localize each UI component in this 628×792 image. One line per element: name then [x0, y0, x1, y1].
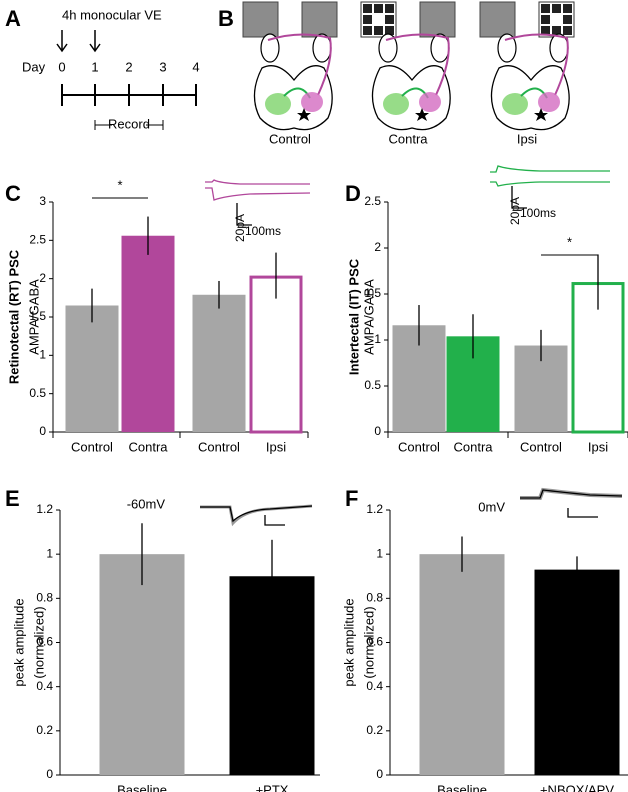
- scale-y-label: 20pA: [233, 214, 247, 242]
- day-label: 4: [192, 59, 199, 74]
- x-tick-label: +PTX: [256, 782, 289, 792]
- trace-label: -60mV: [127, 496, 166, 511]
- condition-label: Contra: [388, 131, 428, 146]
- y-tick-label: 0: [39, 424, 46, 438]
- y-tick-label: 1: [39, 348, 46, 362]
- x-tick-label: Baseline: [437, 782, 487, 792]
- record-label: Record: [108, 116, 150, 131]
- y-tick-label: 2: [374, 240, 381, 254]
- day-label: 0: [58, 59, 65, 74]
- x-tick-label: Control: [198, 439, 240, 454]
- y-tick-label: 3: [39, 194, 46, 208]
- side-label: Retinotectal (RT) PSC: [6, 249, 21, 384]
- y-axis-label: peak amplitude: [341, 598, 356, 686]
- timeline-title: 4h monocular VE: [62, 7, 162, 22]
- y-tick-label: 0.8: [366, 591, 383, 605]
- x-tick-label: +NBQX/APV: [540, 782, 614, 792]
- y-tick-label: 0.4: [36, 679, 53, 693]
- y-tick-label: 0.5: [364, 378, 381, 392]
- y-tick-label: 0.2: [366, 723, 383, 737]
- bar: [99, 554, 185, 775]
- y-tick-label: 1: [374, 332, 381, 346]
- panel-label: E: [5, 486, 20, 511]
- condition-label: Ipsi: [517, 131, 537, 146]
- bar: [192, 294, 246, 432]
- side-label: Intertectal (IT) PSC: [346, 258, 361, 375]
- y-axis-label: AMPA/GABA: [361, 279, 376, 355]
- panel-label: B: [218, 6, 234, 31]
- bar: [534, 569, 620, 775]
- y-axis-label: (normalized): [361, 606, 376, 678]
- y-axis-label: (normalized): [31, 606, 46, 678]
- bar: [65, 305, 119, 432]
- y-tick-label: 0: [376, 767, 383, 781]
- panel-label: F: [345, 486, 358, 511]
- panel-label: D: [345, 181, 361, 206]
- x-tick-label: Ipsi: [588, 439, 608, 454]
- y-tick-label: 0.4: [366, 679, 383, 693]
- y-tick-label: 1: [376, 546, 383, 560]
- bar: [419, 554, 505, 775]
- scale-x-label: 100ms: [245, 224, 281, 238]
- y-tick-label: 0: [374, 424, 381, 438]
- y-tick-label: 0.5: [29, 386, 46, 400]
- y-tick-label: 1.5: [364, 286, 381, 300]
- x-tick-label: Baseline: [117, 782, 167, 792]
- y-tick-label: 0.6: [36, 635, 53, 649]
- y-tick-label: 2.5: [29, 233, 46, 247]
- x-tick-label: Control: [71, 439, 113, 454]
- x-tick-label: Control: [398, 439, 440, 454]
- timeline-axis-label: Day: [22, 59, 46, 74]
- day-label: 3: [159, 59, 166, 74]
- y-axis-label: peak amplitude: [11, 598, 26, 686]
- y-tick-label: 1.2: [366, 502, 383, 516]
- y-tick-label: 0: [46, 767, 53, 781]
- arrows: [56, 30, 101, 53]
- y-tick-label: 0.6: [366, 635, 383, 649]
- x-tick-label: Contra: [128, 439, 168, 454]
- y-tick-label: 1: [46, 546, 53, 560]
- bar: [249, 275, 303, 434]
- sig-star: *: [117, 177, 122, 192]
- y-tick-label: 2.5: [364, 194, 381, 208]
- day-label: 2: [125, 59, 132, 74]
- y-tick-label: 2: [39, 271, 46, 285]
- y-axis-label: AMPA/GABA: [26, 279, 41, 355]
- x-tick-label: Control: [520, 439, 562, 454]
- bar: [121, 235, 175, 432]
- x-tick-label: Ipsi: [266, 439, 286, 454]
- y-tick-label: 0.8: [36, 591, 53, 605]
- trace-label: 0mV: [478, 499, 505, 514]
- panel-label: A: [5, 6, 21, 31]
- schematic: [242, 1, 575, 131]
- condition-label: Control: [269, 131, 311, 146]
- scale-y-label: 20pA: [508, 197, 522, 225]
- x-tick-label: Contra: [453, 439, 493, 454]
- record-bracket: [94, 120, 164, 130]
- sig-star: *: [567, 234, 572, 249]
- y-tick-label: 1.5: [29, 309, 46, 323]
- scale-x-label: 100ms: [520, 206, 556, 220]
- day-label: 1: [91, 59, 98, 74]
- y-tick-label: 0.2: [36, 723, 53, 737]
- traces: [200, 165, 623, 527]
- y-tick-label: 1.2: [36, 502, 53, 516]
- panel-label: C: [5, 181, 21, 206]
